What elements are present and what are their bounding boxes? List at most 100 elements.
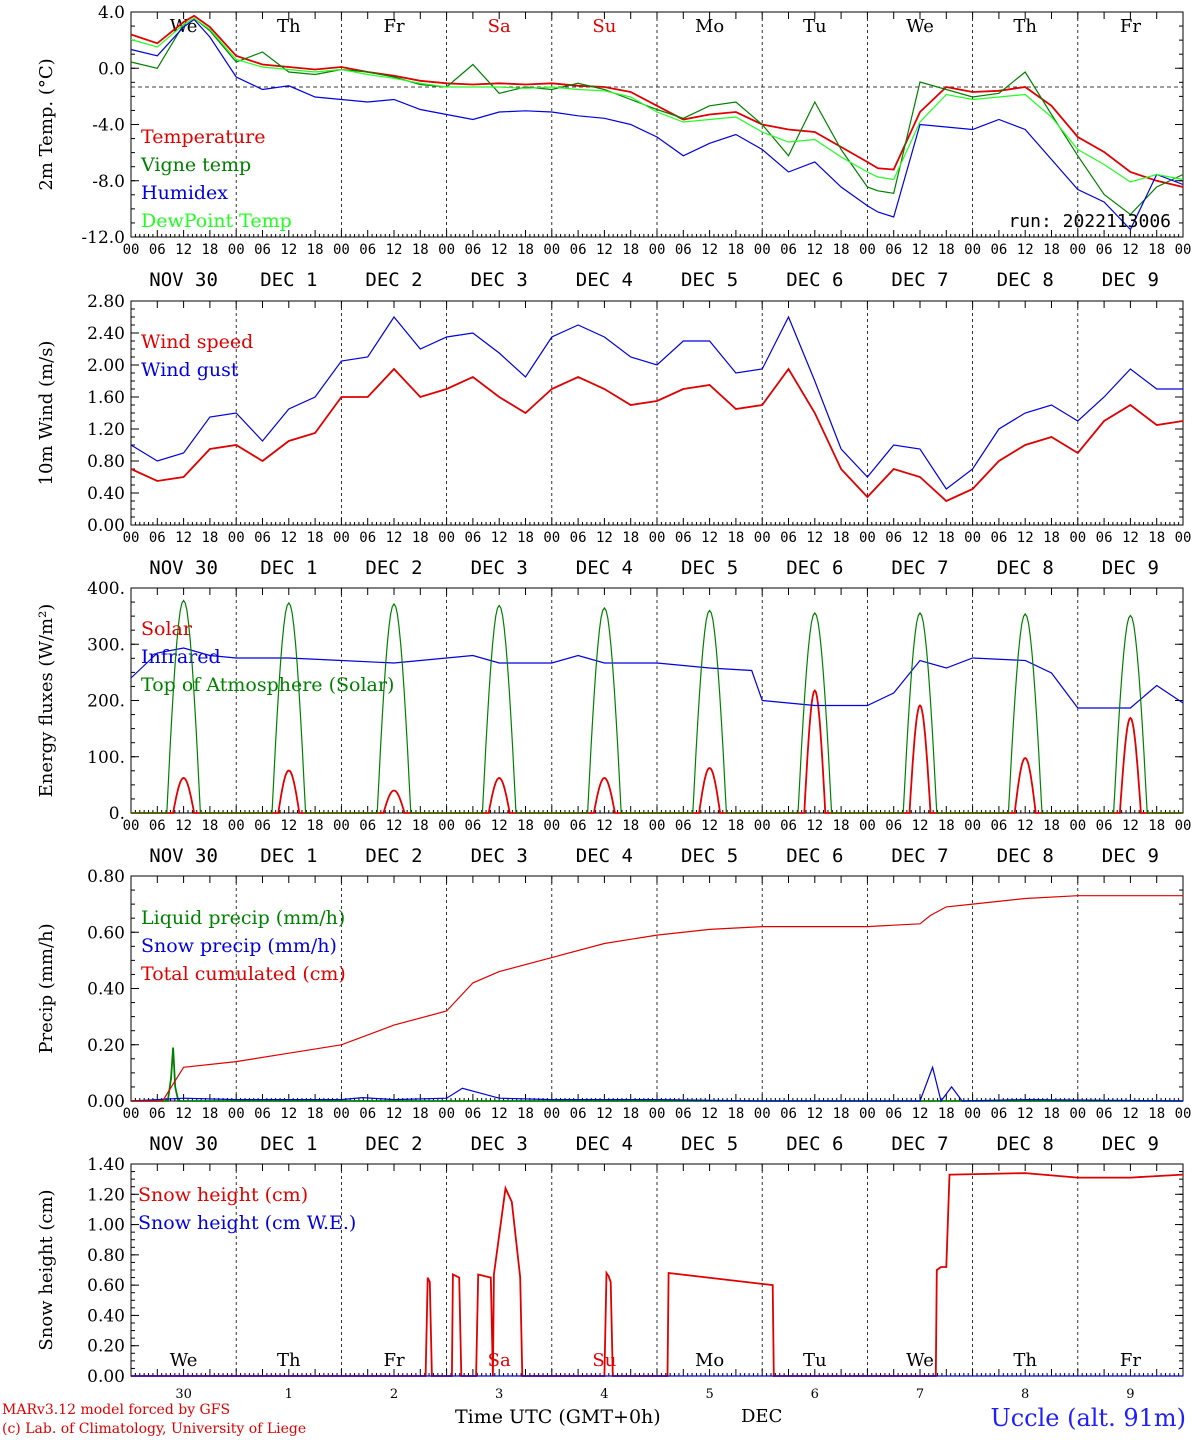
hour-tick-label: 00: [964, 818, 981, 834]
hour-tick-label: 06: [359, 818, 376, 834]
hour-tick-label: 00: [123, 530, 140, 546]
weekday-label: Mo: [695, 16, 724, 37]
hour-tick-label: 06: [570, 242, 587, 258]
hour-tick-label: 18: [727, 818, 744, 834]
date-label: DEC 1: [260, 269, 317, 291]
date-label: DEC 8: [997, 845, 1054, 867]
date-label: DEC 7: [891, 1133, 948, 1155]
y-tick-label: 0.60: [87, 1276, 125, 1296]
legend-entry: Snow precip (mm/h): [141, 935, 337, 957]
hour-tick-label: 12: [175, 242, 192, 258]
weekday-label: Sa: [488, 16, 511, 37]
hour-tick-label: 00: [859, 242, 876, 258]
weekday-label: We: [906, 16, 934, 37]
series-line: [130, 17, 1184, 183]
hour-tick-label: 06: [570, 1106, 587, 1122]
hour-tick-label: 18: [201, 530, 218, 546]
hour-tick-label: 00: [543, 530, 560, 546]
weekday-label: Tu: [803, 16, 827, 37]
hour-tick-label: 00: [1175, 530, 1192, 546]
hour-tick-label: 06: [149, 242, 166, 258]
weekday-label: Tu: [803, 1350, 827, 1371]
day-number-label: 6: [811, 1387, 819, 1402]
date-label: DEC 7: [891, 557, 948, 579]
y-tick-label: 1.40: [87, 1155, 125, 1175]
hour-tick-label: 00: [333, 1106, 350, 1122]
model-credit: MARv3.12 model forced by GFS (c) Lab. of…: [2, 1401, 306, 1439]
run-annotation: run: 2022113006: [1008, 211, 1171, 232]
hour-tick-label: 00: [859, 1106, 876, 1122]
date-label: DEC 3: [471, 269, 528, 291]
hour-tick-label: 12: [1017, 242, 1034, 258]
date-label: DEC 2: [365, 1133, 422, 1155]
date-label: DEC 8: [997, 269, 1054, 291]
hour-tick-label: 12: [1122, 1106, 1139, 1122]
hour-tick-label: 06: [675, 242, 692, 258]
hour-tick-label: 18: [1043, 1106, 1060, 1122]
hour-tick-label: 12: [806, 530, 823, 546]
hour-tick-label: 18: [517, 242, 534, 258]
date-label: DEC 8: [997, 1133, 1054, 1155]
hour-tick-label: 18: [412, 818, 429, 834]
hour-tick-label: 18: [622, 242, 639, 258]
hour-tick-label: 00: [228, 530, 245, 546]
hour-tick-label: 06: [885, 242, 902, 258]
date-label: DEC 7: [891, 269, 948, 291]
hour-tick-label: 18: [938, 818, 955, 834]
y-axis-label: Snow height (cm): [36, 1189, 57, 1350]
series-line: [131, 895, 1183, 1102]
hour-tick-label: 12: [1122, 242, 1139, 258]
hour-tick-label: 18: [307, 818, 324, 834]
legend-entry: Temperature: [141, 126, 265, 148]
hour-tick-label: 06: [149, 1106, 166, 1122]
date-label: DEC 1: [260, 845, 317, 867]
hour-tick-label: 06: [464, 818, 481, 834]
y-tick-label: 200.: [87, 692, 125, 712]
hour-tick-label: 18: [412, 242, 429, 258]
hour-tick-label: 06: [464, 530, 481, 546]
weekday-label: Fr: [383, 16, 404, 37]
hour-tick-label: 00: [649, 242, 666, 258]
hour-tick-label: 12: [596, 530, 613, 546]
hour-tick-label: 18: [307, 530, 324, 546]
hour-tick-label: 12: [175, 818, 192, 834]
y-tick-label: 0.: [109, 804, 125, 824]
day-number-label: 5: [705, 1387, 713, 1402]
y-tick-label: 0.0: [98, 59, 125, 79]
legend-entry: Snow height (cm): [138, 1184, 308, 1206]
series-line: [130, 647, 1184, 709]
hour-tick-label: 18: [833, 530, 850, 546]
hour-tick-label: 06: [990, 818, 1007, 834]
y-tick-label: 0.40: [87, 1306, 125, 1326]
hour-tick-label: 12: [912, 1106, 929, 1122]
hour-tick-label: 00: [543, 818, 560, 834]
y-tick-label: 2.00: [87, 356, 125, 376]
hour-tick-label: 18: [833, 242, 850, 258]
weekday-label: Fr: [1120, 1350, 1141, 1371]
hour-tick-label: 18: [412, 1106, 429, 1122]
y-axis-label: Precip (mm/h): [36, 923, 57, 1053]
hour-tick-label: 12: [491, 242, 508, 258]
hour-tick-label: 06: [990, 530, 1007, 546]
hour-tick-label: 00: [1069, 530, 1086, 546]
date-label: DEC 6: [786, 1133, 843, 1155]
y-tick-label: 0.00: [87, 1092, 125, 1112]
date-label: NOV 30: [149, 269, 218, 291]
series-line: [130, 367, 1184, 503]
hour-tick-label: 12: [701, 1106, 718, 1122]
hour-tick-label: 06: [254, 530, 271, 546]
series-line: [130, 14, 1184, 188]
hour-tick-label: 00: [333, 530, 350, 546]
y-tick-label: 1.60: [87, 388, 125, 408]
hour-tick-label: 12: [1122, 530, 1139, 546]
hour-tick-label: 00: [123, 1106, 140, 1122]
hour-tick-label: 18: [727, 242, 744, 258]
date-label: DEC 2: [365, 557, 422, 579]
hour-tick-label: 12: [175, 530, 192, 546]
y-tick-label: 1.20: [87, 420, 125, 440]
date-label: DEC 5: [681, 269, 738, 291]
y-tick-label: 0.00: [87, 516, 125, 536]
hour-tick-label: 06: [675, 818, 692, 834]
hour-tick-label: 06: [1096, 242, 1113, 258]
hour-tick-label: 18: [307, 1106, 324, 1122]
